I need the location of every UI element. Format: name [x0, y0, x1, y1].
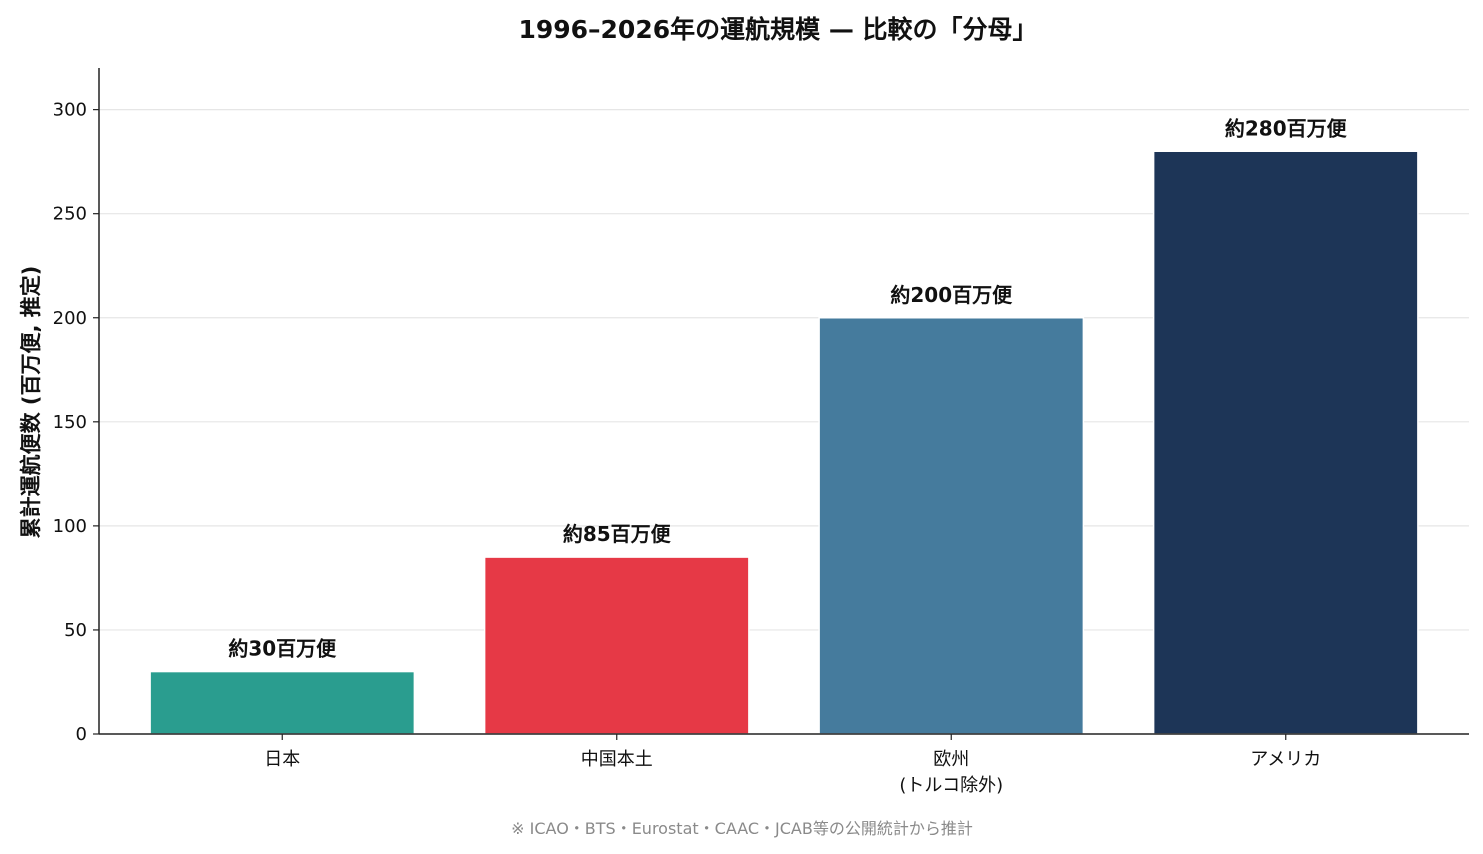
x-tick-label: 中国本土	[581, 749, 653, 770]
bar-value-label: 約200百万便	[890, 283, 1013, 307]
y-tick-label: 250	[53, 204, 87, 225]
bar	[818, 317, 1085, 735]
y-tick-label: 100	[53, 516, 87, 537]
x-tick-labels: 日本 中国本土 欧州(トルコ除外) アメリカ	[264, 734, 1321, 796]
bar	[1152, 150, 1419, 735]
chart-title: 1996–2026年の運航規模 — 比較の「分母」	[518, 15, 1037, 44]
y-tick-label: 0	[76, 724, 87, 745]
y-tick-label: 50	[64, 620, 87, 641]
x-tick-label: 日本	[264, 749, 300, 770]
x-tick-label: アメリカ	[1250, 749, 1321, 770]
bar-value-label: 約280百万便	[1225, 116, 1348, 140]
y-tick-labels: 0 50 100 150 200 250 300	[53, 100, 99, 745]
y-tick-label: 200	[53, 308, 87, 329]
y-axis-label: 累計運航便数 (百万便, 推定)	[19, 266, 43, 539]
bar-value-label: 約30百万便	[228, 637, 337, 661]
data-labels: 約30百万便 約85百万便 約200百万便 約280百万便	[228, 116, 1347, 660]
y-tick-label: 300	[53, 100, 87, 121]
bar-value-label: 約85百万便	[563, 522, 672, 546]
axes	[98, 68, 1469, 735]
source-footnote: ※ ICAO・BTS・Eurostat・CAAC・JCAB等の公開統計から推計	[511, 819, 973, 838]
bar	[149, 670, 416, 735]
x-tick-label: 欧州(トルコ除外)	[899, 749, 1003, 796]
y-tick-label: 150	[53, 412, 87, 433]
bars	[149, 150, 1419, 735]
bar	[483, 556, 750, 735]
